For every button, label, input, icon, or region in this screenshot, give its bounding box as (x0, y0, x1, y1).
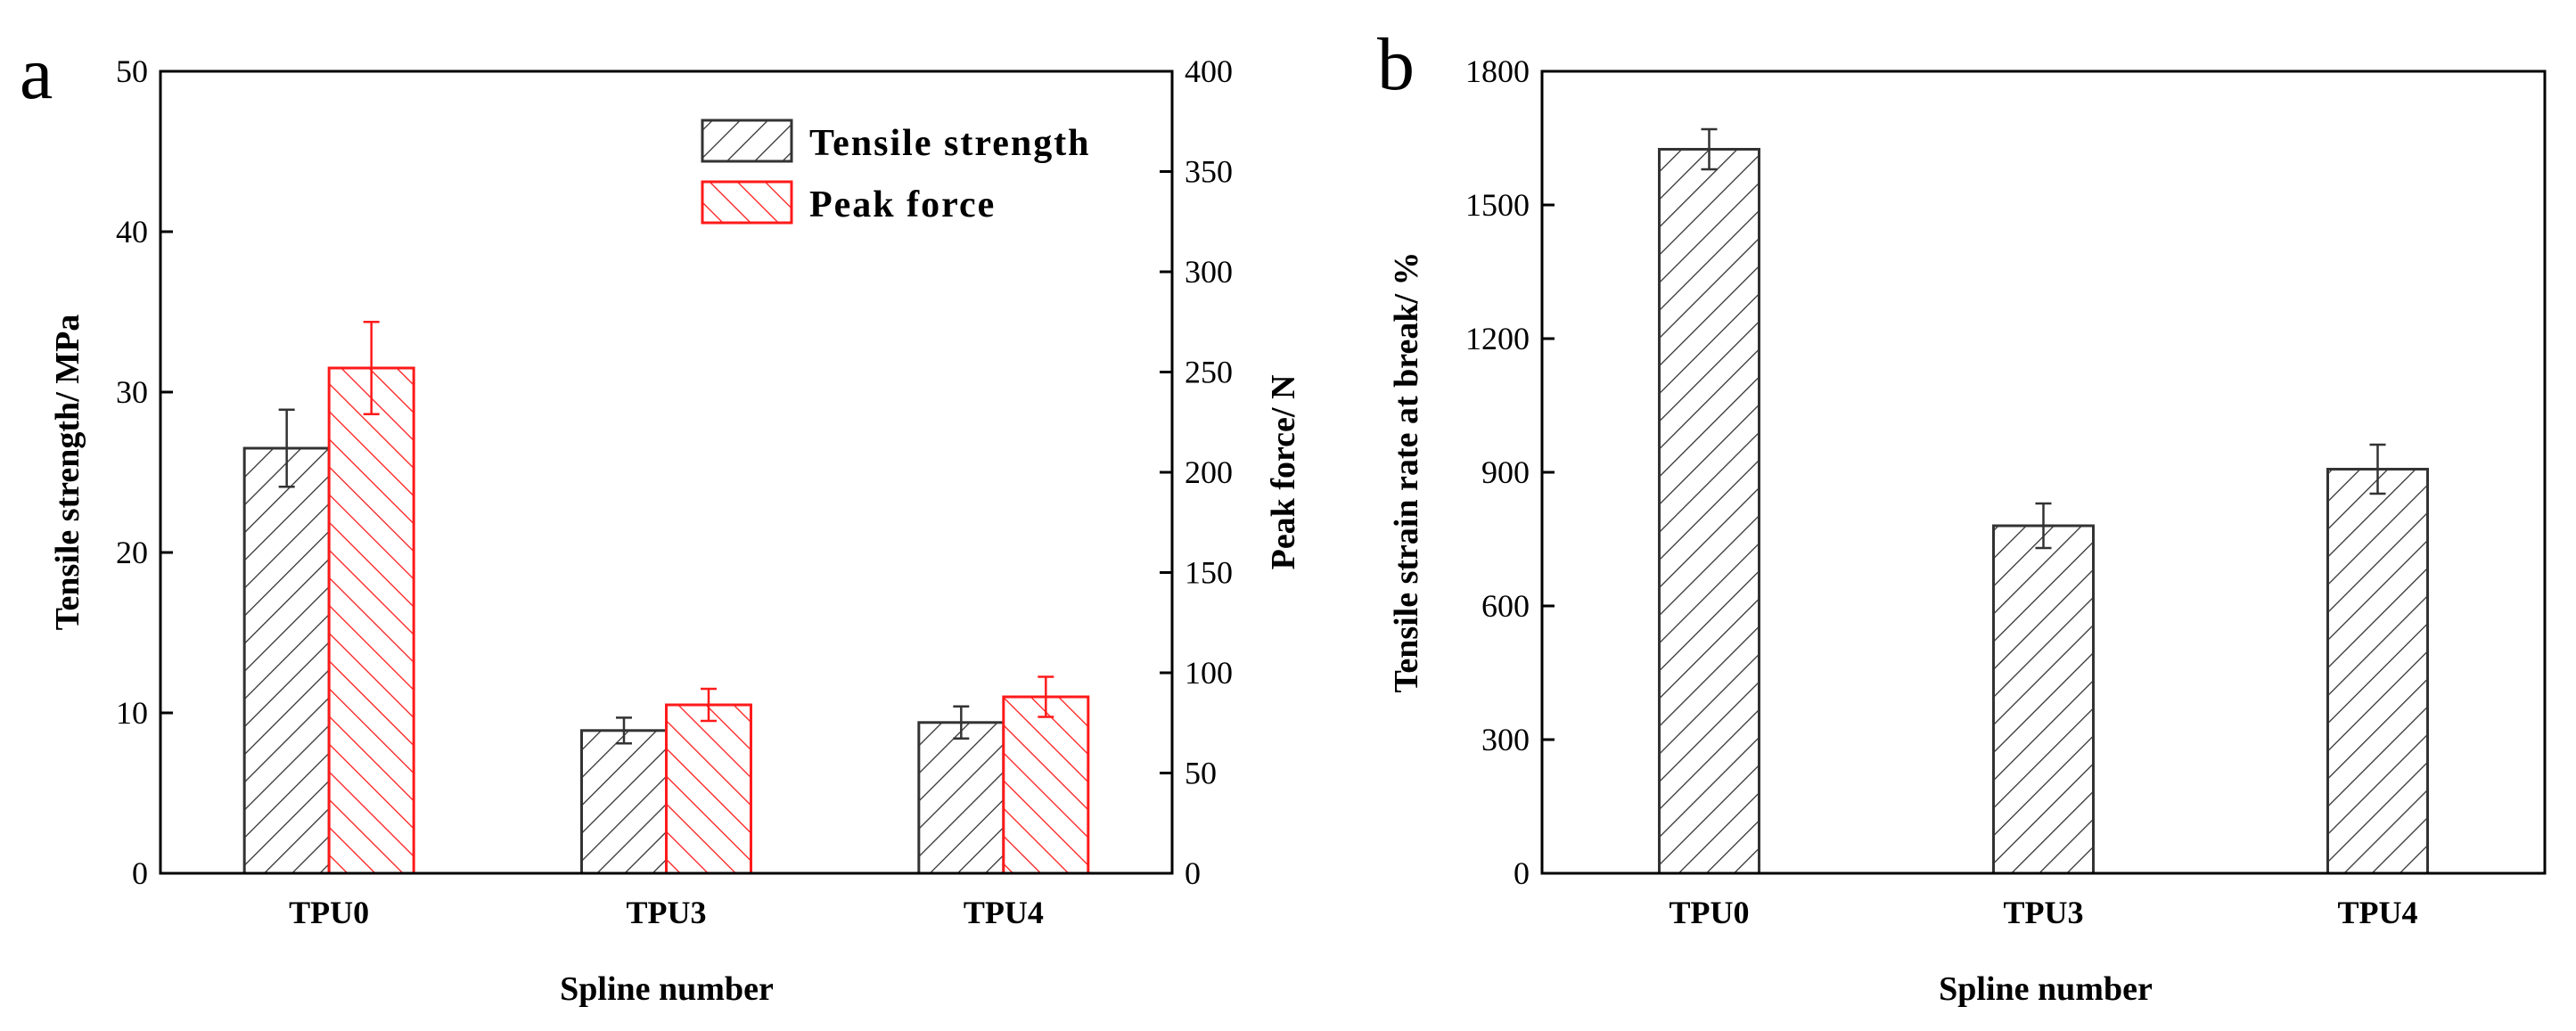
panel-b-letter: b (1377, 23, 1415, 106)
panel-a-legend: Tensile strength Peak force (701, 119, 1091, 225)
panel-a-bar-peak-force-tpu3 (665, 703, 752, 875)
panel-a-y-axis-title: Tensile strength/ MPa (49, 315, 86, 631)
panel-a-y-tick-label: 0 (132, 855, 148, 891)
panel-a-x-tick-label: TPU3 (627, 895, 707, 930)
panel-b-y-tick-label: 1800 (1465, 53, 1530, 89)
legend-swatch-peak-force (701, 180, 793, 225)
panel-b-plot-frame (1540, 70, 2547, 875)
panel-a-y-tick-label: 10 (116, 695, 148, 731)
panel-b: b 0 300 600 900 1200 1500 1800 TPU0 TPU3 TPU4 Ten… (1377, 23, 2547, 1008)
panel-a-y-tick-label: 30 (116, 374, 148, 410)
panel-b-x-tick-label: TPU0 (1669, 895, 1750, 930)
panel-b-marks: 0 300 600 900 1200 1500 1800 TPU0 TPU3 TPU4 (1465, 53, 2429, 930)
panel-b-y-tick-label: 1500 (1465, 187, 1530, 223)
panel-b-y-axis-title: Tensile strain rate at break/ % (1388, 251, 1425, 692)
panel-b-x-tick-label: TPU3 (2004, 895, 2084, 930)
panel-a-y-tick-label: 20 (116, 535, 148, 570)
panel-a-bar-tensile-strength-tpu0 (242, 446, 331, 875)
panel-b-y-tick-label: 600 (1481, 588, 1530, 624)
panel-b-bar-tensile-strain-rate-at-break-tpu3 (1992, 524, 2095, 875)
panel-b-y-tick-label: 0 (1514, 855, 1530, 891)
panel-a-right-y-tick-label: 250 (1185, 355, 1233, 390)
panel-a-right-y-axis-title: Peak force/ N (1265, 375, 1302, 570)
panel-a-right-y-tick-label: 50 (1185, 756, 1217, 791)
legend-label-peak-force: Peak force (809, 184, 996, 225)
panel-a-x-tick-label: TPU4 (964, 895, 1044, 930)
panel-a-bar-tensile-strength-tpu3 (580, 729, 668, 875)
panel-a-x-axis-title: Spline number (560, 970, 774, 1008)
panel-a-y-tick-label: 50 (116, 53, 148, 89)
panel-a-bar-tensile-strength-tpu4 (917, 721, 1005, 875)
panel-a-bar-peak-force-tpu0 (327, 366, 415, 875)
legend-label-tensile-strength: Tensile strength (809, 123, 1091, 164)
panel-a-x-tick-label: TPU0 (289, 895, 369, 930)
panel-a-marks: 0 10 20 30 40 50 0 50 100 150 200 250 300 350 400 TPU0 T… (116, 53, 1233, 930)
panel-b-bar-tensile-strain-rate-at-break-tpu0 (1658, 148, 1760, 875)
panel-a-bar-peak-force-tpu4 (1002, 695, 1090, 875)
panel-b-y-tick-label: 300 (1481, 722, 1530, 757)
panel-a-right-y-tick-label: 150 (1185, 555, 1233, 591)
panel-a-right-y-tick-label: 200 (1185, 454, 1233, 490)
panel-a-right-y-tick-label: 350 (1185, 154, 1233, 190)
panel-b-x-axis-title: Spline number (1939, 970, 2153, 1008)
panel-b-y-tick-label: 900 (1481, 454, 1530, 490)
panel-a-right-y-tick-label: 0 (1185, 855, 1201, 891)
panel-a-right-y-tick-label: 300 (1185, 254, 1233, 290)
panel-a-plot-frame (159, 70, 1174, 875)
panel-a-right-y-tick-label: 400 (1185, 53, 1233, 89)
panel-a-letter: a (20, 32, 53, 115)
panel-b-bar-tensile-strain-rate-at-break-tpu4 (2326, 468, 2429, 875)
panel-a-y-tick-label: 40 (116, 214, 148, 250)
panel-b-x-tick-label: TPU4 (2338, 895, 2418, 930)
panel-a-right-y-tick-label: 100 (1185, 655, 1233, 691)
panel-b-y-tick-label: 1200 (1465, 321, 1530, 356)
legend-swatch-tensile-strength (701, 119, 793, 163)
panel-a: a 0 10 20 30 40 50 0 50 100 150 200 250 300 350 400 TPU… (20, 32, 1302, 1008)
